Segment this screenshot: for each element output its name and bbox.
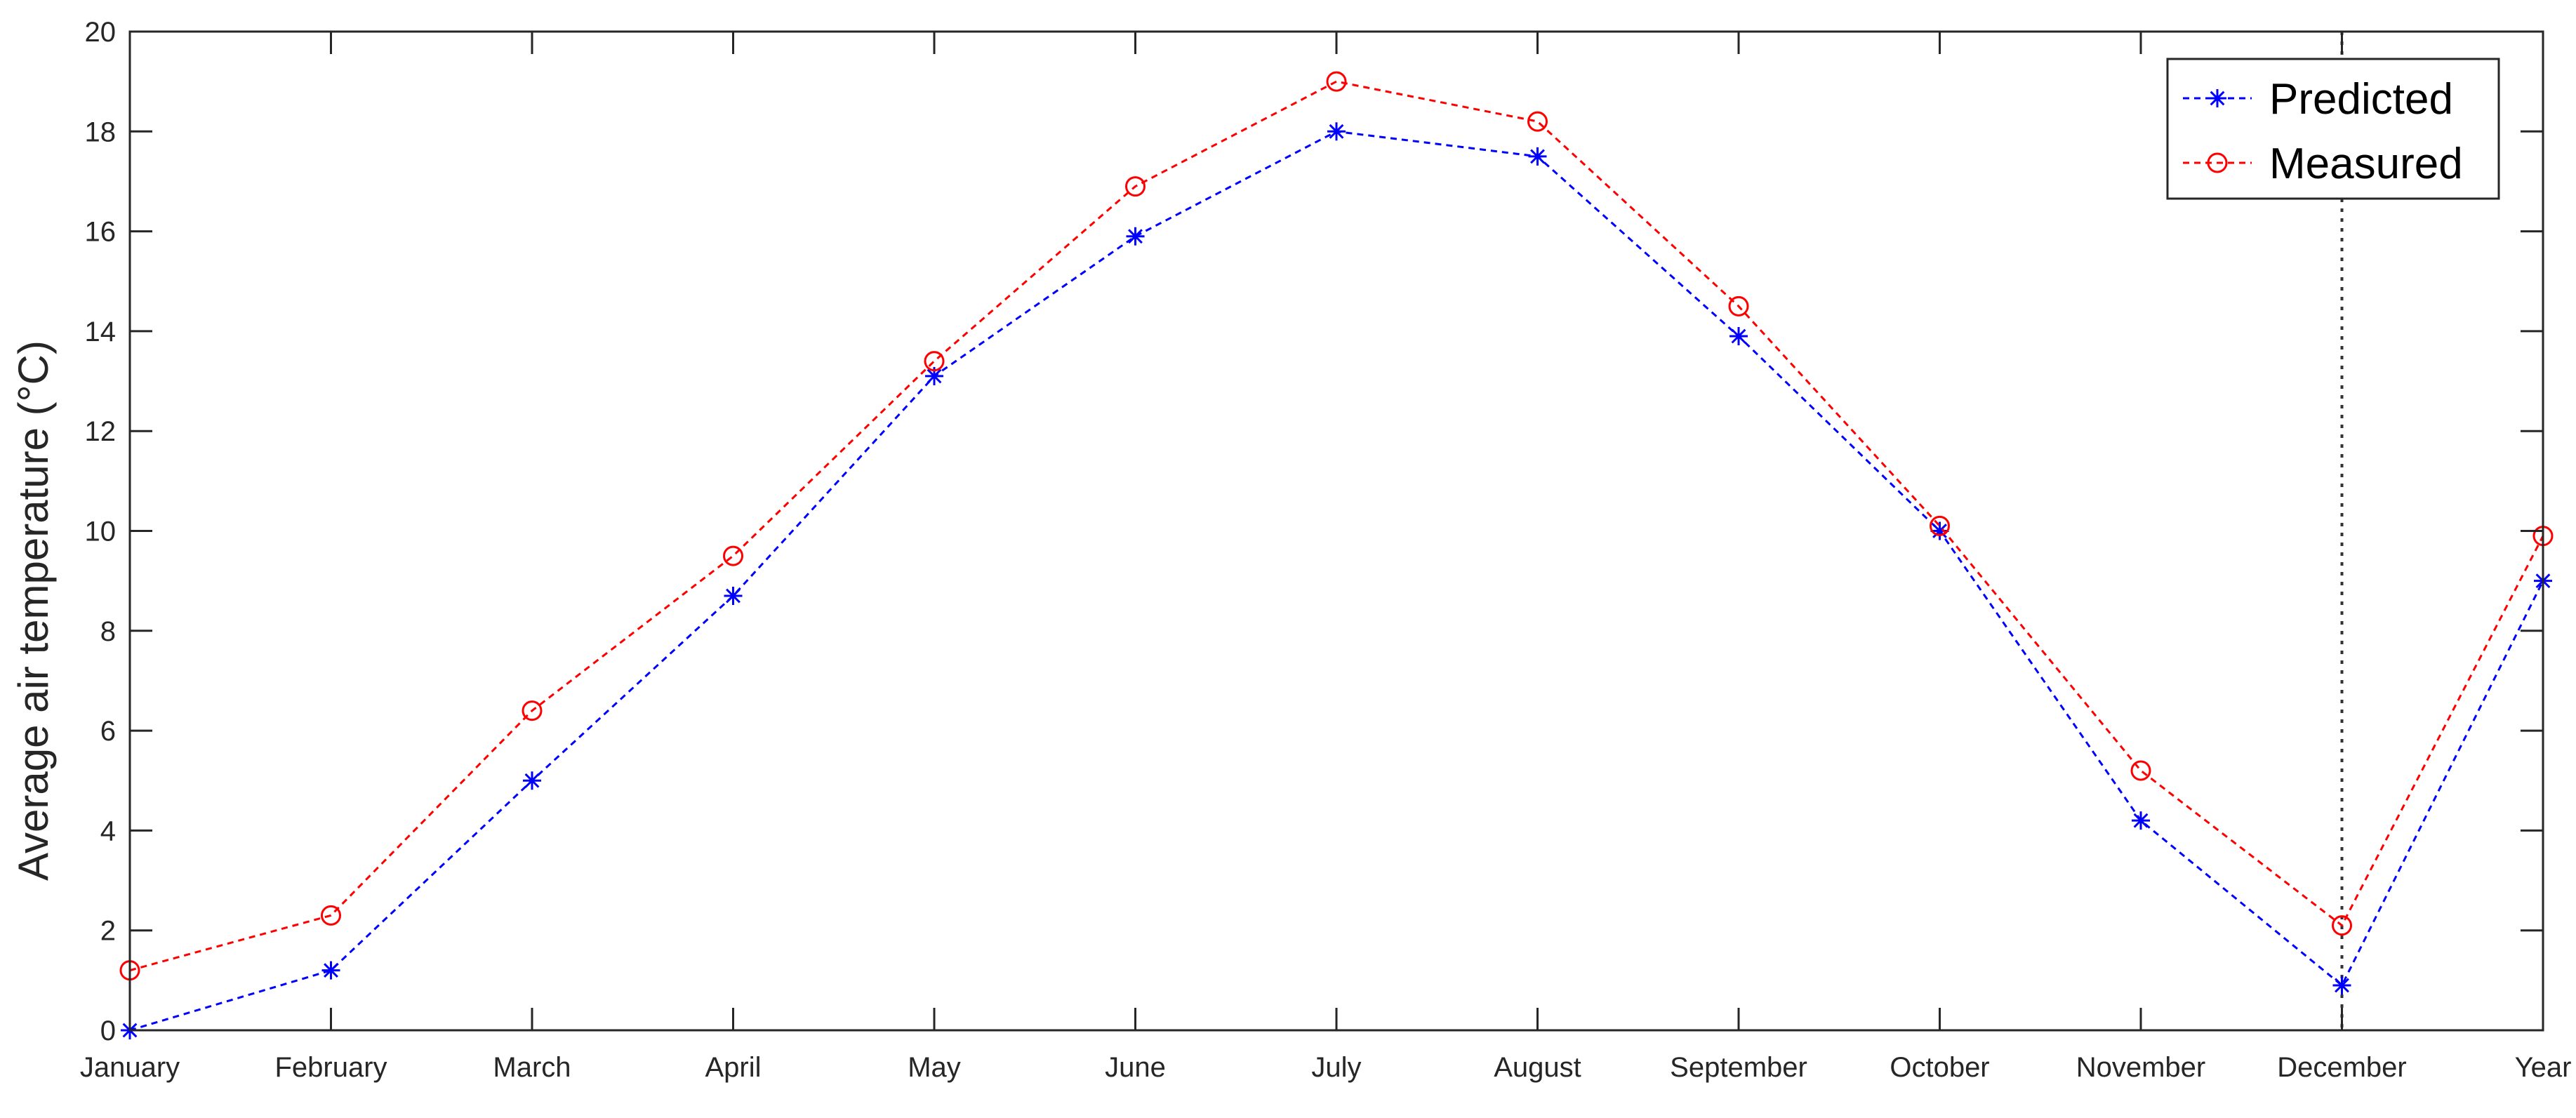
- x-tick-label: December: [2277, 1052, 2407, 1083]
- y-tick-label: 4: [100, 816, 116, 846]
- x-tick-label: July: [1311, 1052, 1361, 1083]
- data-point: [522, 700, 543, 721]
- y-tick-label: 2: [100, 916, 116, 947]
- x-tick-label: March: [493, 1052, 571, 1083]
- data-point: [1527, 111, 1548, 132]
- data-point: [1930, 515, 1950, 536]
- y-tick-label: 8: [100, 616, 116, 647]
- x-tick-label: Year: [2515, 1052, 2572, 1083]
- data-point: [1528, 147, 1547, 166]
- legend: Predicted Measured: [2166, 58, 2500, 200]
- series-line: [129, 80, 2544, 972]
- y-tick-label: 6: [100, 716, 116, 747]
- x-tick-label: June: [1105, 1052, 1166, 1083]
- x-tick-label: November: [2076, 1052, 2206, 1083]
- x-tick-label: August: [1494, 1052, 1581, 1083]
- data-point: [321, 961, 340, 980]
- y-axis-label: Average air temperature (°C): [10, 340, 57, 881]
- data-point: [2332, 976, 2351, 994]
- legend-label: Predicted: [2269, 75, 2453, 124]
- data-point: [523, 771, 541, 790]
- y-tick-label: 14: [85, 317, 117, 347]
- legend-label: Measured: [2269, 140, 2463, 188]
- series-layer: [119, 71, 2554, 1039]
- legend-marker: [2207, 152, 2228, 173]
- data-point: [1326, 71, 1347, 92]
- label-layer: 0 2 4 6 8 10 12 14 16 18 20 January February March Apr…: [80, 17, 2572, 1083]
- data-point: [2332, 915, 2352, 936]
- data-point: [2130, 760, 2151, 781]
- series-measured: [119, 71, 2554, 981]
- legend-marker: [2208, 89, 2226, 107]
- data-point: [1930, 521, 1949, 540]
- tick-layer: [128, 30, 2544, 1032]
- data-point: [924, 351, 945, 372]
- data-point: [1728, 295, 1749, 317]
- x-tick-label: September: [1670, 1052, 1807, 1083]
- legend-entry: Measured: [2183, 140, 2463, 188]
- legend-entry: Predicted: [2183, 75, 2453, 124]
- data-point: [1327, 122, 1346, 141]
- data-point: [1125, 176, 1146, 197]
- data-point: [723, 545, 743, 566]
- x-tick-label: January: [80, 1052, 180, 1083]
- y-tick-label: 12: [85, 416, 117, 447]
- y-tick-label: 10: [85, 517, 117, 547]
- data-point: [2132, 811, 2150, 830]
- y-tick-label: 16: [85, 217, 117, 248]
- y-tick-label: 20: [85, 17, 117, 48]
- data-point: [321, 905, 341, 926]
- x-tick-label: February: [274, 1052, 387, 1083]
- y-tick-label: 0: [100, 1016, 116, 1046]
- legend-box: [2166, 58, 2500, 200]
- x-tick-label: October: [1890, 1052, 1989, 1083]
- data-point: [1729, 327, 1748, 346]
- y-tick-label: 18: [85, 117, 117, 147]
- data-point: [1126, 227, 1145, 246]
- data-point: [724, 586, 743, 605]
- x-tick-label: April: [705, 1052, 761, 1083]
- x-tick-label: May: [908, 1052, 961, 1083]
